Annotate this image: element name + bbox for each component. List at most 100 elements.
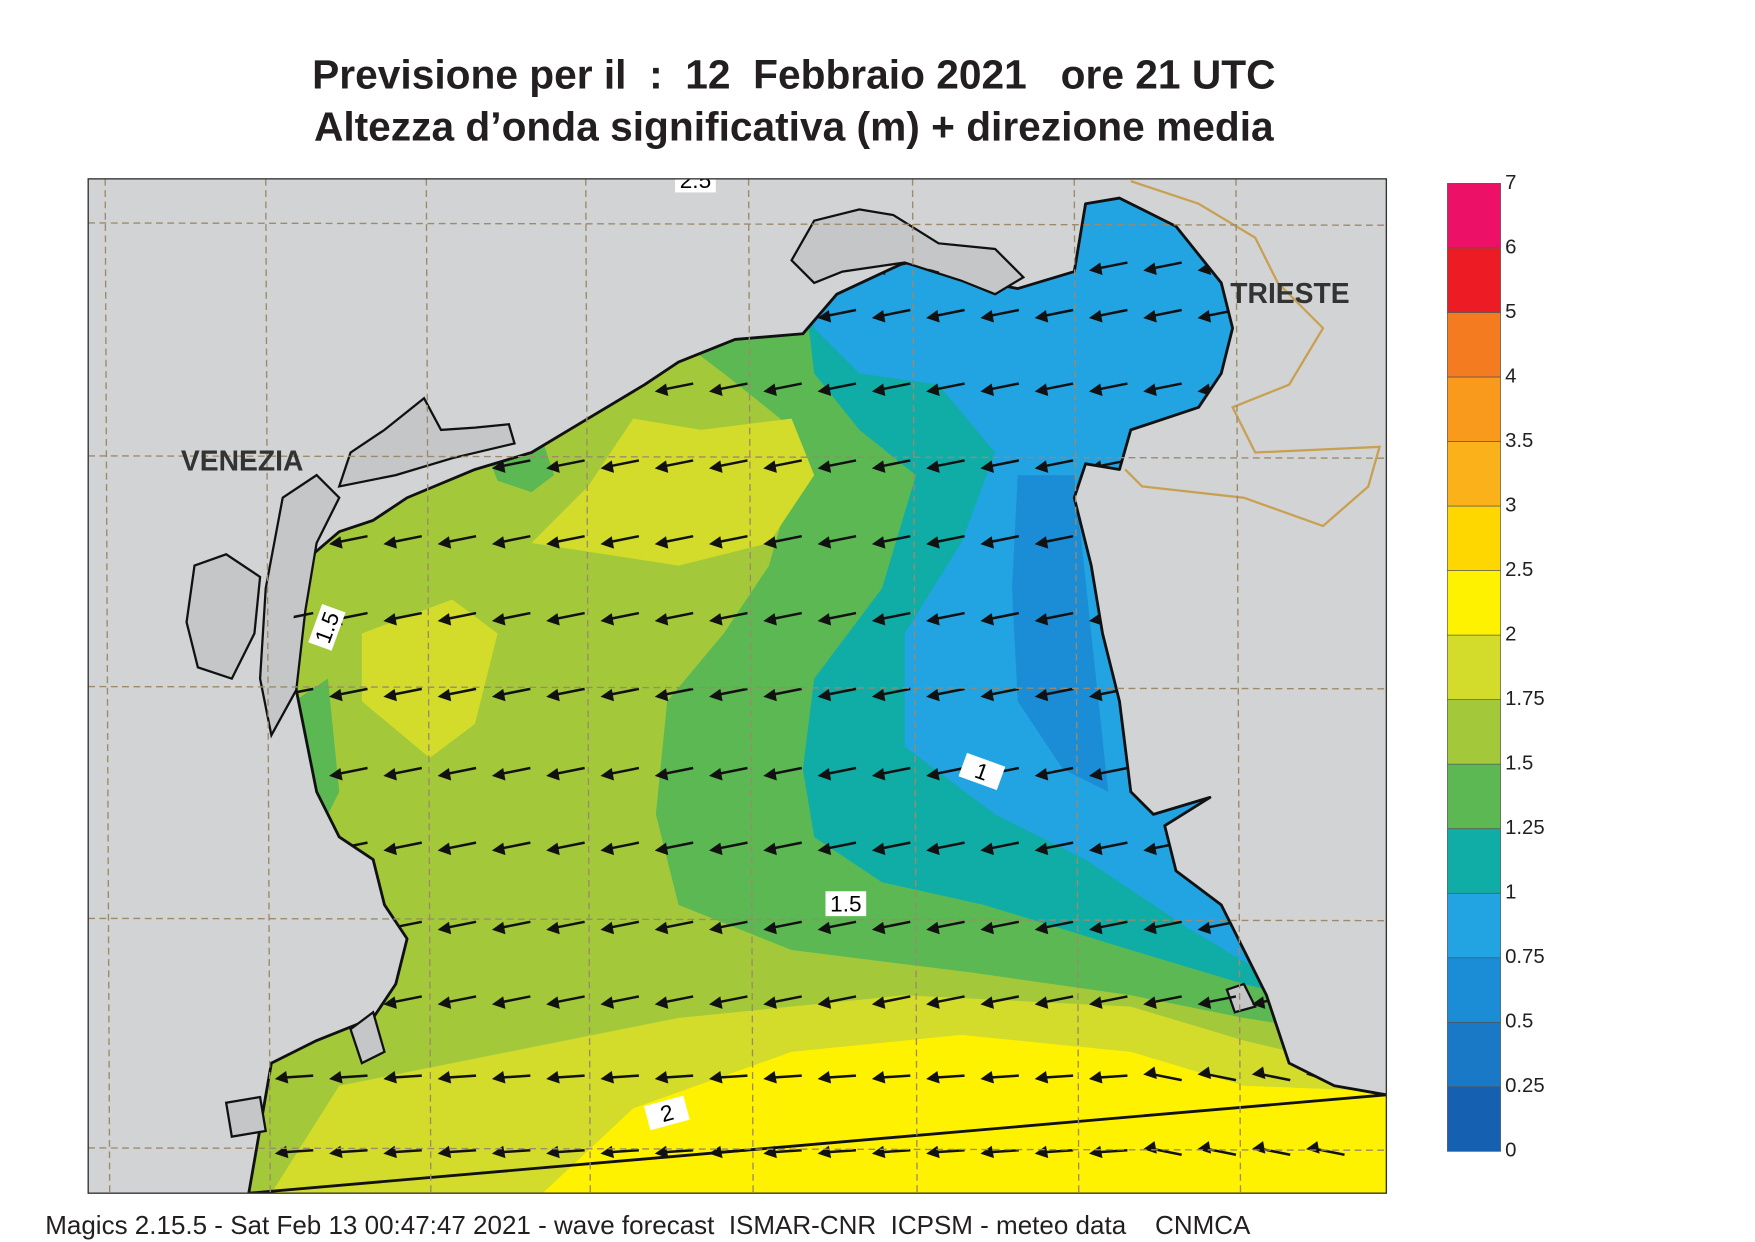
arrow-head [763,921,777,935]
colorbar-box [1447,634,1501,700]
arrow-head [274,1071,289,1084]
arrow-head [383,768,397,781]
map: VENEZIA TRIESTE 1.5 1 1.5 2 2.5 [88,168,1387,1194]
wave-height-area [1012,475,1109,792]
colorbar-label: 0.25 [1505,1075,1545,1097]
arrow-head [491,921,506,935]
contour-label-bg [675,178,716,193]
arrow-head [871,996,886,1009]
arrow-head [654,1071,669,1084]
arrow-head [1034,310,1049,323]
arrow-head [980,613,994,626]
arrow-head [1143,842,1157,856]
arrow-head [437,688,452,702]
arrow-head [871,842,886,856]
arrow-head [980,996,994,1009]
contour-label-group: 1 [958,752,1006,791]
arrow-head [546,996,560,1009]
arrow-head [926,536,940,549]
colorbar-box [1447,892,1501,959]
arrow-head [817,1071,832,1084]
arrow-head [383,613,397,626]
colorbar-label: 1 [1505,882,1516,904]
arrow-head [1088,613,1103,626]
graticule [88,178,1387,1194]
arrow-head [871,688,886,702]
colorbar-box [1447,183,1501,249]
arrow-head [491,613,506,626]
arrow-head [1034,383,1049,396]
arrow-head [600,842,615,856]
arrow-head [763,536,777,549]
arrow-head [654,613,669,626]
arrow-head [1034,996,1049,1009]
arrow-head [546,842,560,856]
arrow-head [654,768,669,781]
place-label: TRIESTE [1230,277,1349,309]
colorbar-label: 0.75 [1505,946,1545,968]
grid-line [88,455,1387,459]
arrow-head [329,1071,343,1084]
arrow-head [654,460,669,473]
arrow-head [926,842,940,856]
wave-height-area [361,599,498,758]
colorbar-label: 2.5 [1505,559,1533,581]
arrow-head [491,1071,506,1084]
colorbar-box [1447,247,1501,313]
arrow-head [817,921,832,935]
arrow-head [383,842,397,856]
arrow-head [817,613,832,626]
arrow-head [1251,1066,1266,1079]
contour-label-group: 2.5 [675,168,716,193]
arrow-head [1197,383,1212,396]
arrow-head [600,613,615,626]
title-line: Altezza d’onda significativa (m) + direz… [314,103,1274,149]
contour-label-bg [958,752,1006,791]
title-line: Previsione per il : 12 Febbraio 2021 ore… [312,51,1275,97]
arrow-head [980,536,994,549]
grid-line [88,222,1387,226]
arrow-head [600,1071,615,1084]
arrow-head [926,921,940,935]
arrow-head [1034,688,1049,702]
arrow-head [329,688,343,702]
arrow-head [437,1145,452,1159]
arrow-head [709,383,723,396]
arrow-head [1251,1141,1266,1154]
arrow-head [817,310,832,323]
arrow-head [1034,536,1049,549]
arrow-head [709,460,723,473]
arrow-head [763,460,777,473]
arrow-head [709,921,723,935]
arrow-head [926,996,940,1009]
contour-label: 1.5 [830,892,861,917]
colorbar-label: 5 [1505,301,1516,323]
arrow-head [1034,1071,1049,1084]
contour-label: 2.5 [680,168,711,193]
colorbar-label: 1.5 [1505,753,1533,775]
arrow-head [491,842,506,856]
arrow-head [1143,262,1157,275]
arrow-head [709,842,723,856]
arrow-head [546,768,560,781]
colorbar-label: 6 [1505,236,1516,258]
arrow-head [817,996,832,1009]
arrow-head [1088,768,1103,781]
arrow-head [1306,1141,1320,1154]
arrow-head [546,921,560,935]
arrow-head [491,768,506,781]
arrow-head [1088,842,1103,856]
arrow-head [600,460,615,473]
arrow-head [1143,1141,1157,1154]
arrow-head [546,536,560,549]
grid-line [88,1147,1387,1151]
arrow-head [546,460,560,473]
arrow-head [817,460,832,473]
arrow-head [437,1071,452,1084]
arrow-head [654,842,669,856]
arrow-head [709,613,723,626]
arrow-head [600,996,615,1009]
arrow-head [763,1145,777,1159]
grid-line [88,685,1387,690]
